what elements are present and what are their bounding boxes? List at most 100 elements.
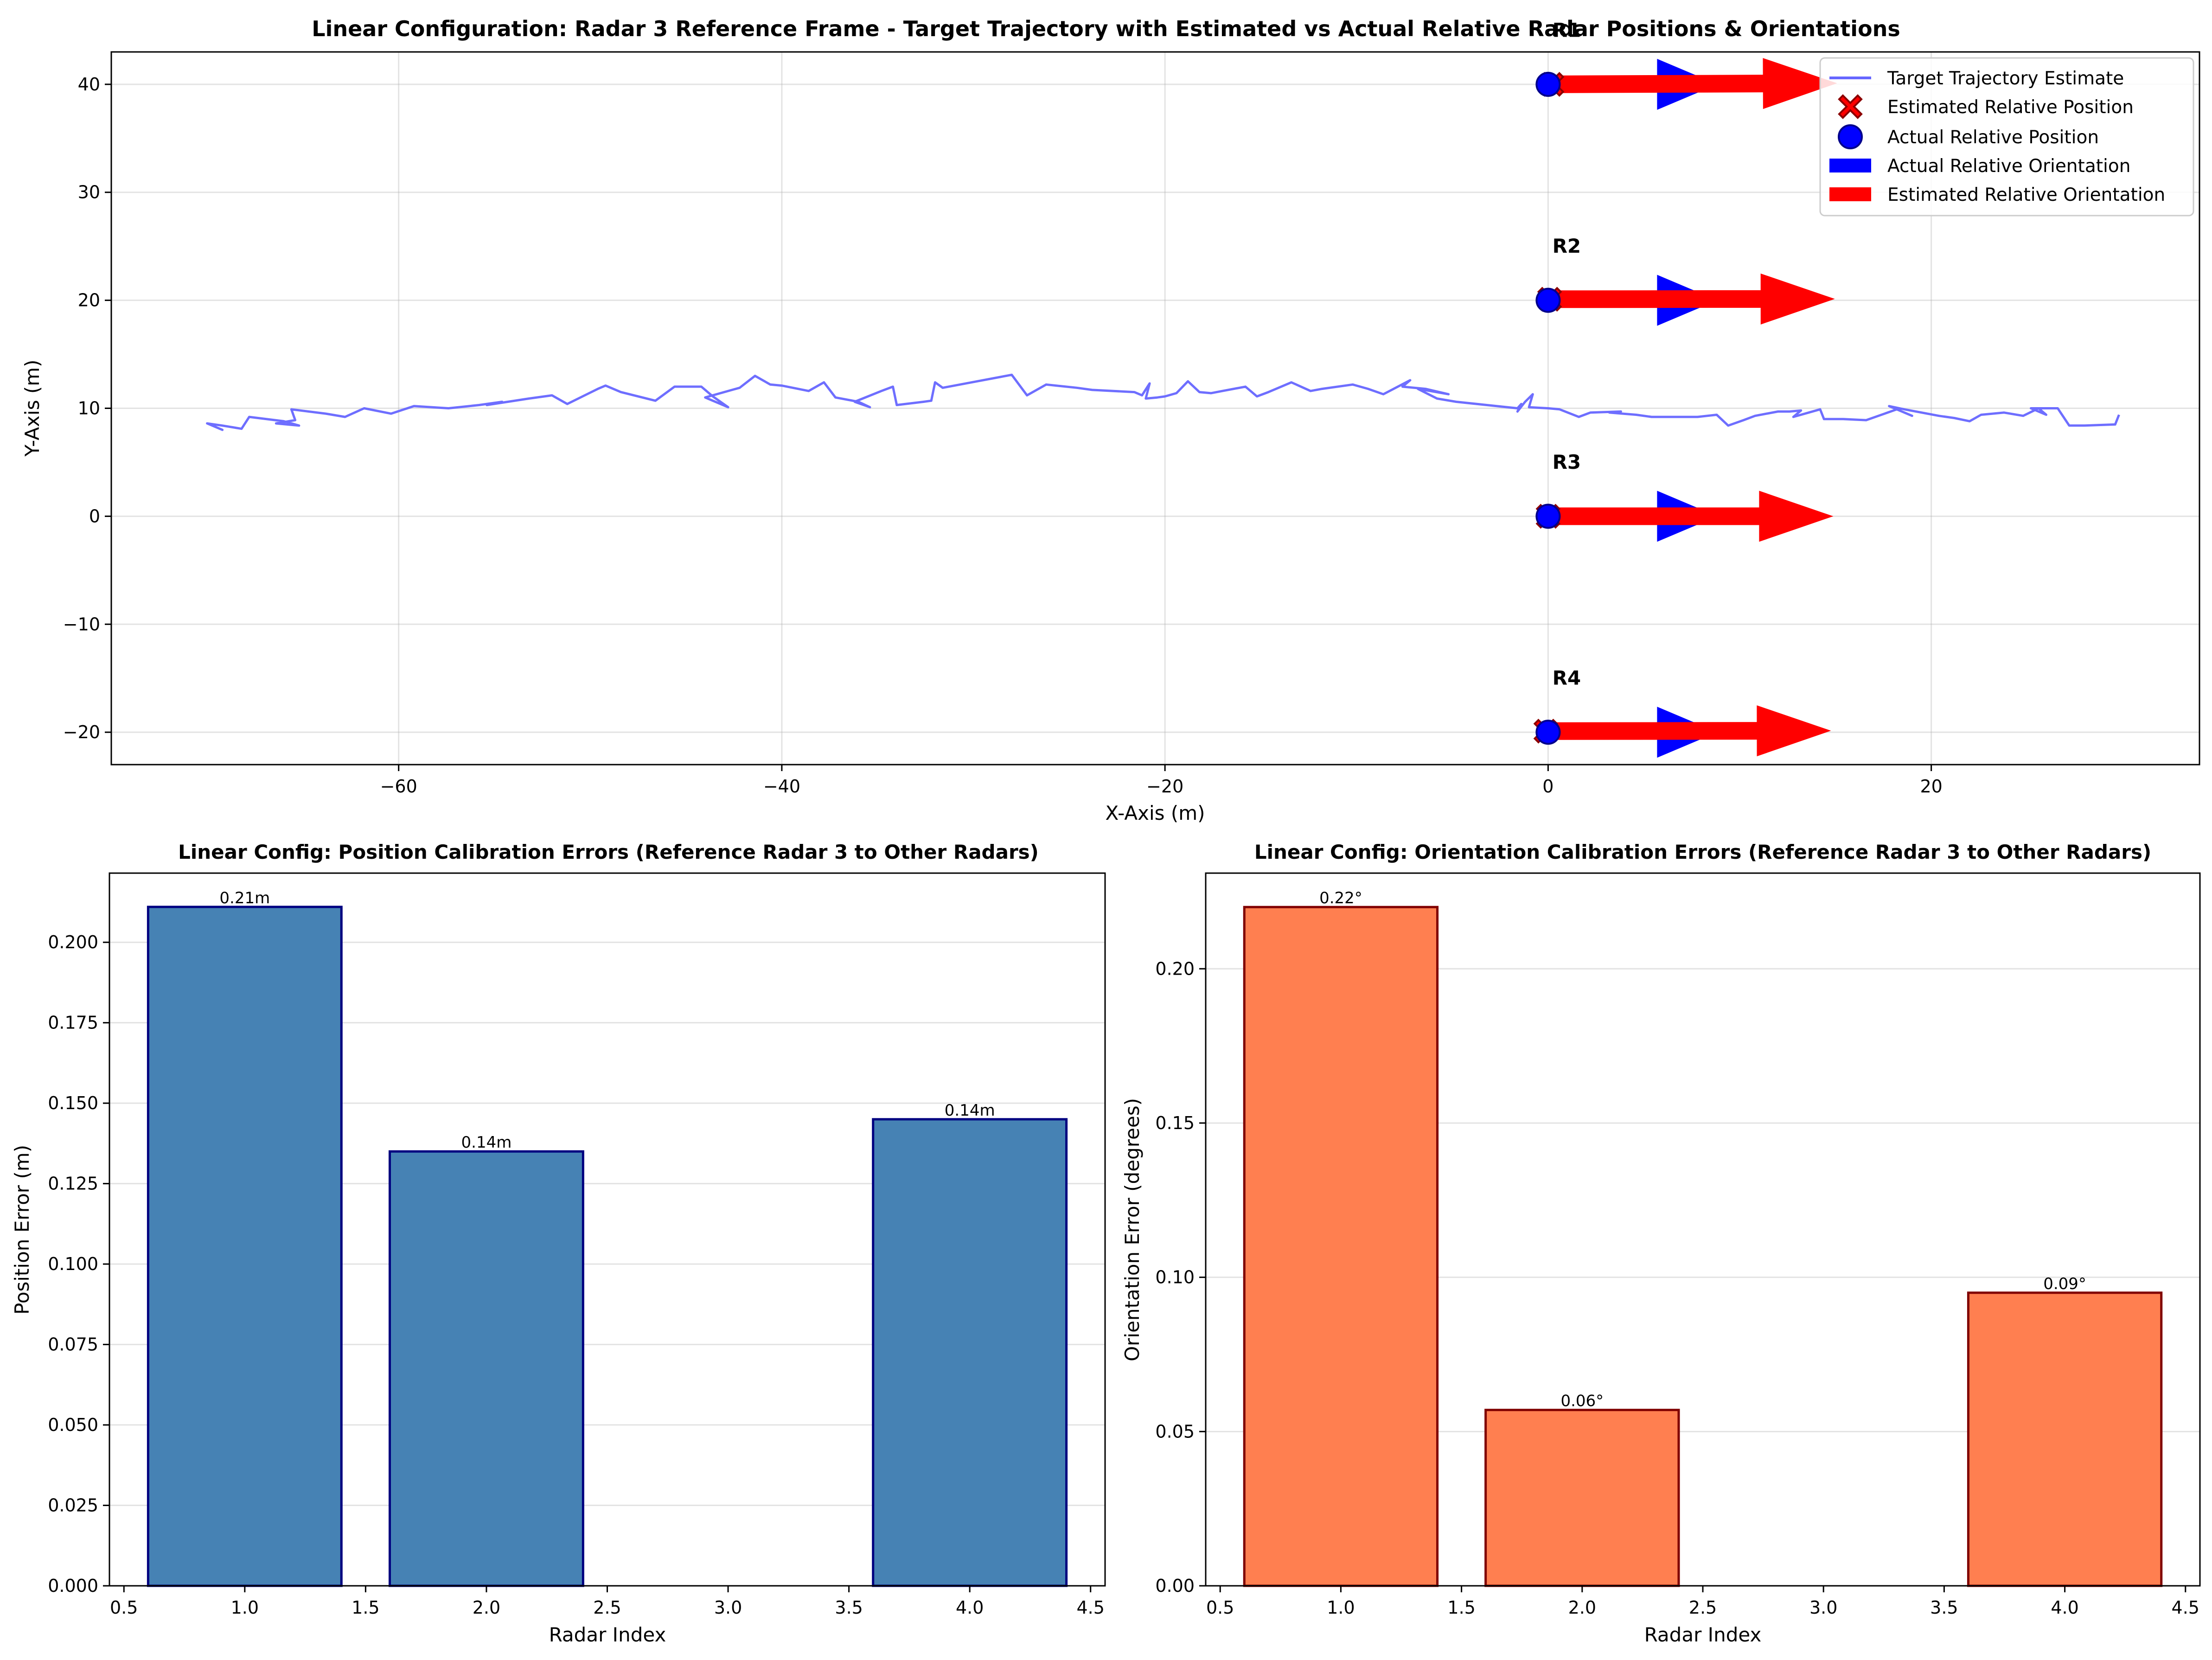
y-tick-label: 0.000 <box>48 1576 98 1596</box>
y-tick-label: 0.10 <box>1155 1267 1195 1288</box>
orientation-error-x-label: Radar Index <box>1644 1623 1762 1646</box>
y-tick-label: 0.175 <box>48 1013 98 1033</box>
legend-trajectory-label: Target Trajectory Estimate <box>1887 68 2124 89</box>
y-tick-label: 0.125 <box>48 1174 98 1194</box>
y-tick-label: 0.150 <box>48 1093 98 1113</box>
x-tick-label: 3.0 <box>1809 1597 1837 1618</box>
x-tick-label: 4.0 <box>2051 1597 2078 1618</box>
x-tick-label: −60 <box>380 776 417 797</box>
bar <box>147 906 343 1587</box>
trajectory-legend: Target Trajectory Estimate Estimated Rel… <box>1819 57 2194 217</box>
orientation-error-panel: Linear Config: Orientation Calibration E… <box>1121 841 2201 1646</box>
estimated-orientation-arrow <box>1548 491 1834 542</box>
bar-value-label: 0.22° <box>1319 889 1362 907</box>
x-tick-label: 4.0 <box>956 1597 984 1618</box>
bar-value-label: 0.14m <box>945 1101 995 1120</box>
x-tick-label: 1.5 <box>352 1597 379 1618</box>
radar-markers: R1 R2 R3 R4 <box>1533 19 1837 758</box>
radar-r3: R3 <box>1535 451 1834 542</box>
x-tick-label: 20 <box>1920 776 1942 797</box>
y-tick-label: 0.15 <box>1155 1113 1195 1133</box>
y-tick-label: −20 <box>63 722 100 742</box>
radar-r1: R1 <box>1535 19 1837 110</box>
trajectory-series <box>206 373 2120 431</box>
orientation-error-y-label: Orientation Error (degrees) <box>1121 1098 1144 1361</box>
x-tick-label: 1.5 <box>1447 1597 1475 1618</box>
orientation-error-bars: 0.22° 0.06° 0.09° <box>1243 889 2163 1587</box>
x-tick-label: 2.0 <box>1568 1597 1596 1618</box>
x-tick-label: 1.0 <box>1327 1597 1355 1618</box>
actual-position-marker <box>1535 287 1561 313</box>
radar-label: R3 <box>1553 451 1581 473</box>
legend-actual-position-label: Actual Relative Position <box>1887 127 2099 148</box>
orientation-error-ticks: 0.00 0.05 0.10 0.15 0.20 0.5 1.0 1.5 2.0 2.5 3.0 3.… <box>1155 958 2199 1618</box>
x-tick-label: 4.5 <box>2172 1597 2199 1618</box>
actual-position-marker <box>1535 71 1561 97</box>
legend-frame <box>1819 57 2194 217</box>
legend-estimated-orientation-swatch <box>1829 187 1871 201</box>
x-tick-label: 2.5 <box>1689 1597 1717 1618</box>
y-tick-label: 20 <box>78 290 100 311</box>
orientation-error-title: Linear Config: Orientation Calibration E… <box>1254 841 2151 863</box>
y-tick-label: 40 <box>78 74 100 95</box>
legend-actual-orientation-swatch <box>1829 159 1871 172</box>
y-tick-label: 0.00 <box>1155 1576 1195 1596</box>
position-error-ticks: 0.000 0.025 0.050 0.075 0.100 0.125 0.150 0.175… <box>48 932 1105 1618</box>
actual-position-marker <box>1535 504 1561 529</box>
radar-r4: R4 <box>1533 667 1831 758</box>
position-error-panel: Linear Config: Position Calibration Erro… <box>11 841 1106 1646</box>
radar-label: R2 <box>1553 235 1581 257</box>
x-tick-label: −20 <box>1146 776 1183 797</box>
trajectory-panel: Linear Configuration: Radar 3 Reference … <box>21 16 2200 824</box>
x-tick-label: 0.5 <box>1206 1597 1234 1618</box>
trajectory-line <box>206 373 2120 431</box>
position-error-y-label: Position Error (m) <box>11 1145 33 1315</box>
legend-estimated-orientation-label: Estimated Relative Orientation <box>1887 185 2165 205</box>
y-tick-label: 0.050 <box>48 1415 98 1435</box>
estimated-orientation-arrow <box>1546 705 1831 757</box>
y-tick-label: −10 <box>63 614 100 634</box>
y-tick-label: 0.100 <box>48 1254 98 1274</box>
legend-estimated-position-label: Estimated Relative Position <box>1887 97 2134 118</box>
position-error-title: Linear Config: Position Calibration Erro… <box>178 841 1039 863</box>
x-tick-label: 3.5 <box>835 1597 863 1618</box>
x-tick-label: −40 <box>763 776 800 797</box>
bar <box>1243 906 1439 1587</box>
x-tick-label: 0 <box>1542 776 1554 797</box>
x-tick-label: 0.5 <box>110 1597 138 1618</box>
bar <box>388 1150 584 1587</box>
x-tick-label: 1.0 <box>231 1597 259 1618</box>
radar-r2: R2 <box>1535 235 1835 326</box>
trajectory-ticks: −60 −40 −20 0 20 −20 −10 0 10 20 30 40 <box>63 74 1943 797</box>
bar-value-label: 0.06° <box>1560 1392 1604 1411</box>
trajectory-x-label: X-Axis (m) <box>1105 802 1205 824</box>
bar-value-label: 0.21m <box>219 889 270 907</box>
trajectory-title: Linear Configuration: Radar 3 Reference … <box>312 16 1900 41</box>
actual-position-marker <box>1535 720 1561 745</box>
estimated-orientation-arrow <box>1552 58 1837 109</box>
position-error-bars: 0.21m 0.14m 0.14m <box>147 889 1068 1587</box>
x-tick-label: 4.5 <box>1077 1597 1105 1618</box>
y-tick-label: 0.075 <box>48 1334 98 1355</box>
bar <box>872 1118 1068 1587</box>
y-tick-label: 10 <box>78 398 100 419</box>
radar-label: R1 <box>1553 19 1581 41</box>
x-tick-label: 3.0 <box>714 1597 742 1618</box>
y-tick-label: 0.20 <box>1155 958 1195 979</box>
trajectory-y-label: Y-Axis (m) <box>21 359 44 457</box>
x-tick-label: 3.5 <box>1930 1597 1958 1618</box>
x-tick-label: 2.0 <box>473 1597 500 1618</box>
bar <box>1484 1409 1680 1587</box>
legend-actual-orientation-label: Actual Relative Orientation <box>1887 156 2130 177</box>
position-error-x-label: Radar Index <box>549 1623 666 1646</box>
bar <box>1967 1291 2163 1587</box>
radar-label: R4 <box>1553 667 1581 690</box>
y-tick-label: 30 <box>78 182 100 203</box>
y-tick-label: 0.200 <box>48 932 98 952</box>
y-tick-label: 0.05 <box>1155 1421 1195 1442</box>
legend-estimated-position-swatch <box>1838 94 1863 119</box>
bar-value-label: 0.09° <box>2043 1275 2086 1293</box>
y-tick-label: 0 <box>89 506 100 526</box>
